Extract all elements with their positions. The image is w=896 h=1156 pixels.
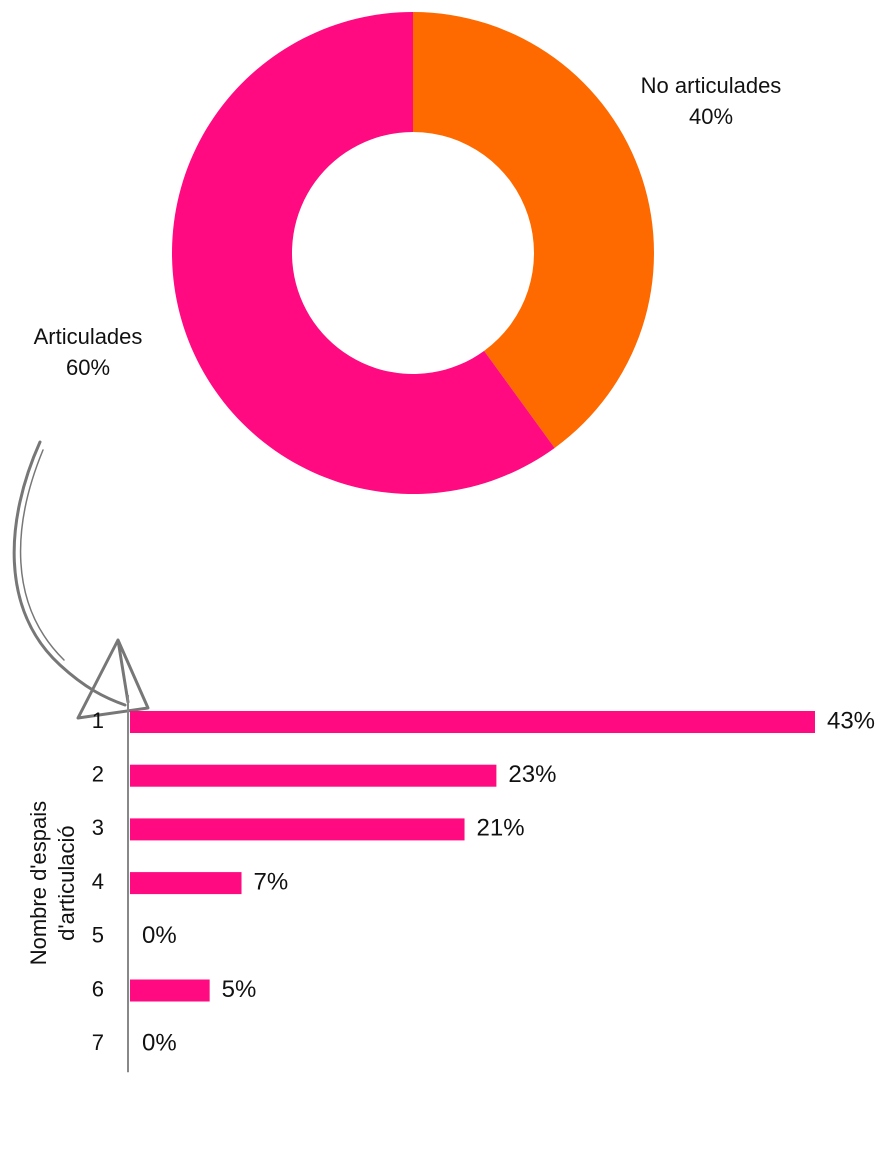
bar bbox=[130, 764, 497, 787]
arrow-curve bbox=[12, 440, 127, 707]
y-tick-label: 2 bbox=[92, 762, 104, 787]
y-tick-label: 6 bbox=[92, 976, 104, 1001]
donut-segment bbox=[413, 12, 655, 448]
segment-value-label: 40% bbox=[689, 104, 733, 129]
segment-label: Articulades bbox=[34, 324, 143, 349]
value-label: 0% bbox=[142, 922, 177, 949]
value-label: 0% bbox=[142, 1030, 177, 1057]
value-label: 43% bbox=[827, 707, 875, 734]
arrow-head bbox=[76, 638, 150, 720]
segment-label: No articulades bbox=[641, 73, 782, 98]
y-axis-title: Nombre d'espais d'articulació bbox=[26, 801, 79, 965]
value-label: 23% bbox=[508, 761, 556, 788]
y-tick-label: 3 bbox=[92, 815, 104, 840]
y-axis-title-line: Nombre d'espais bbox=[26, 801, 51, 965]
value-label: 7% bbox=[254, 868, 289, 895]
donut-segment bbox=[172, 12, 555, 494]
arrow bbox=[12, 440, 150, 720]
y-tick-label: 5 bbox=[92, 923, 104, 948]
bar bbox=[130, 979, 210, 1002]
value-label: 21% bbox=[477, 815, 525, 842]
y-tick-label: 7 bbox=[92, 1030, 104, 1055]
bar bbox=[130, 818, 465, 841]
y-tick-label: 1 bbox=[92, 708, 104, 733]
y-tick-label: 4 bbox=[92, 869, 104, 894]
bar bbox=[130, 872, 242, 895]
bar bbox=[130, 711, 815, 733]
segment-value-label: 60% bbox=[66, 355, 110, 380]
value-label: 5% bbox=[222, 976, 257, 1003]
y-axis-title-line: d'articulació bbox=[54, 825, 79, 940]
arrow-curve bbox=[19, 449, 65, 661]
